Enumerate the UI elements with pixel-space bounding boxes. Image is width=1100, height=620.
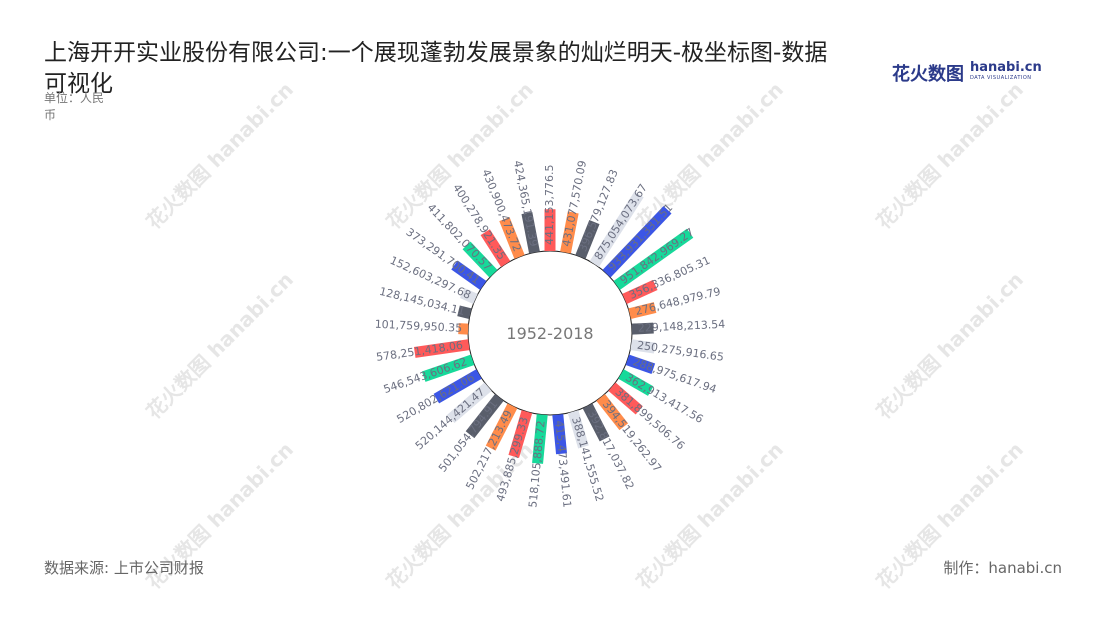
bar-28[interactable] [451,260,487,290]
bar-18[interactable] [508,410,533,459]
bar-6[interactable] [622,279,658,304]
bar-5[interactable] [613,228,694,290]
logo-chinese-text: 花火数图 [892,64,964,85]
bar-9[interactable] [630,339,656,354]
bar-29[interactable] [462,241,498,278]
unit-label: 单位：人民币 [44,91,105,122]
bar-30[interactable] [480,229,511,267]
bar-value-label-17: 518,105,888.72 [526,420,547,508]
center-label: 1952-2018 [506,324,593,343]
logo-english-subtext: DATA VISUALIZATION [970,75,1032,81]
bar-14[interactable] [582,403,610,442]
bar-19[interactable] [485,403,518,451]
bar-26[interactable] [457,305,472,320]
logo-english: hanabi.cn DATA VISUALIZATION [970,60,1042,83]
bar-11[interactable] [618,369,654,396]
bar-31[interactable] [499,217,525,259]
credit-link[interactable]: 制作：hanabi.cn [943,559,1062,577]
bar-22[interactable] [433,369,482,404]
bar-8[interactable] [631,322,654,335]
logo-english-text: hanabi.cn [970,60,1042,75]
bar-21[interactable] [447,382,492,424]
bar-2[interactable] [575,220,600,259]
bar-20[interactable] [465,394,504,439]
bar-24[interactable] [413,339,470,358]
bar-27[interactable] [460,287,478,304]
bar-4[interactable] [602,205,672,278]
brand-logo[interactable]: 花火数图 hanabi.cn DATA VISUALIZATION [892,60,1042,86]
data-source: 数据来源: 上市公司财报 [44,559,204,577]
bar-12[interactable] [608,382,643,415]
bar-23[interactable] [421,354,475,382]
bar-16[interactable] [552,414,568,455]
bar-3[interactable] [589,191,644,267]
bar-13[interactable] [596,394,629,431]
bar-7[interactable] [628,302,657,320]
bar-1[interactable] [560,211,579,254]
bar-value-label-16: 415,473,491.61 [552,420,573,508]
bar-32[interactable] [521,212,540,254]
bar-value-label-8: 229,148,213.54 [638,318,726,335]
bar-value-label-0: 441,153,776.5 [543,165,556,245]
bar-15[interactable] [567,410,589,449]
chart-title: 上海开开实业股份有限公司:一个展现蓬勃发展景象的灿烂明天-极坐标图-数据可视化 [44,40,828,97]
bar-17[interactable] [532,414,548,464]
bar-10[interactable] [625,354,656,374]
bar-value-label-25: 101,759,950.35 [374,318,462,335]
